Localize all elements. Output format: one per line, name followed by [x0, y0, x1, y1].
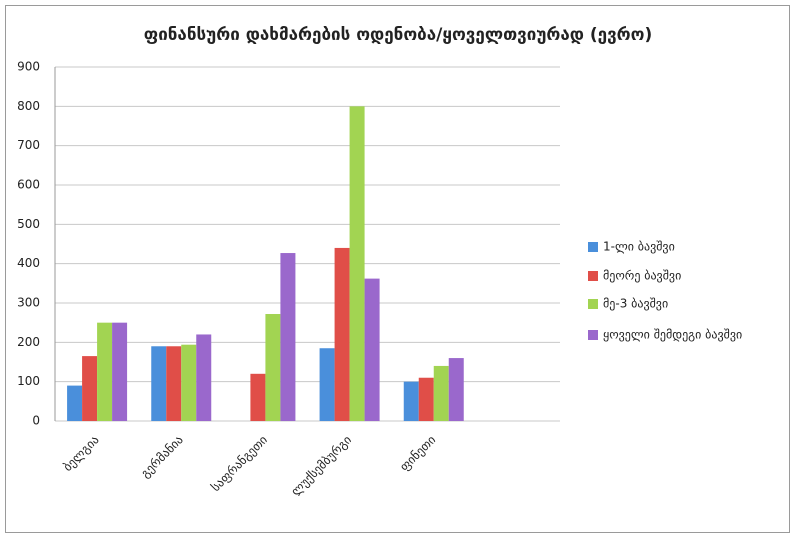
chart-frame	[5, 5, 790, 533]
legend-swatch	[588, 299, 598, 309]
y-tick-label: 0	[32, 414, 40, 428]
bar	[67, 385, 83, 421]
y-tick-label: 800	[17, 99, 40, 113]
legend-label: მეორე ბავშვი	[603, 269, 681, 283]
legend-label: ყოველი შემდეგი ბავშვი	[603, 328, 742, 342]
legend-label: მე-3 ბავშვი	[603, 297, 668, 311]
bar	[280, 253, 296, 421]
chart-title: ფინანსური დახმარების ოდენობა/ყოველთვიურა…	[144, 25, 653, 45]
y-tick-label: 900	[17, 60, 40, 74]
bar	[349, 106, 365, 421]
legend-swatch	[588, 271, 598, 281]
y-tick-label: 600	[17, 178, 40, 192]
bar	[250, 373, 266, 421]
legend-swatch	[588, 242, 598, 252]
bar	[196, 334, 212, 421]
bar	[112, 322, 128, 421]
bar	[418, 377, 434, 421]
bar	[166, 346, 182, 421]
legend-swatch	[588, 330, 598, 340]
bar	[265, 314, 281, 421]
bar	[364, 278, 380, 421]
bar	[433, 365, 449, 421]
bar	[403, 381, 419, 421]
y-tick-label: 200	[17, 335, 40, 349]
y-tick-label: 700	[17, 138, 40, 152]
bar	[82, 356, 98, 421]
y-tick-label: 300	[17, 296, 40, 310]
legend-label: 1-ლი ბავშვი	[603, 240, 675, 254]
bar	[448, 358, 464, 421]
bar	[151, 346, 167, 421]
y-tick-label: 100	[17, 374, 40, 388]
bar	[181, 344, 197, 421]
y-tick-label: 400	[17, 256, 40, 270]
y-tick-label: 500	[17, 217, 40, 231]
bar	[319, 348, 335, 421]
bar	[97, 322, 113, 421]
bar	[334, 247, 350, 421]
